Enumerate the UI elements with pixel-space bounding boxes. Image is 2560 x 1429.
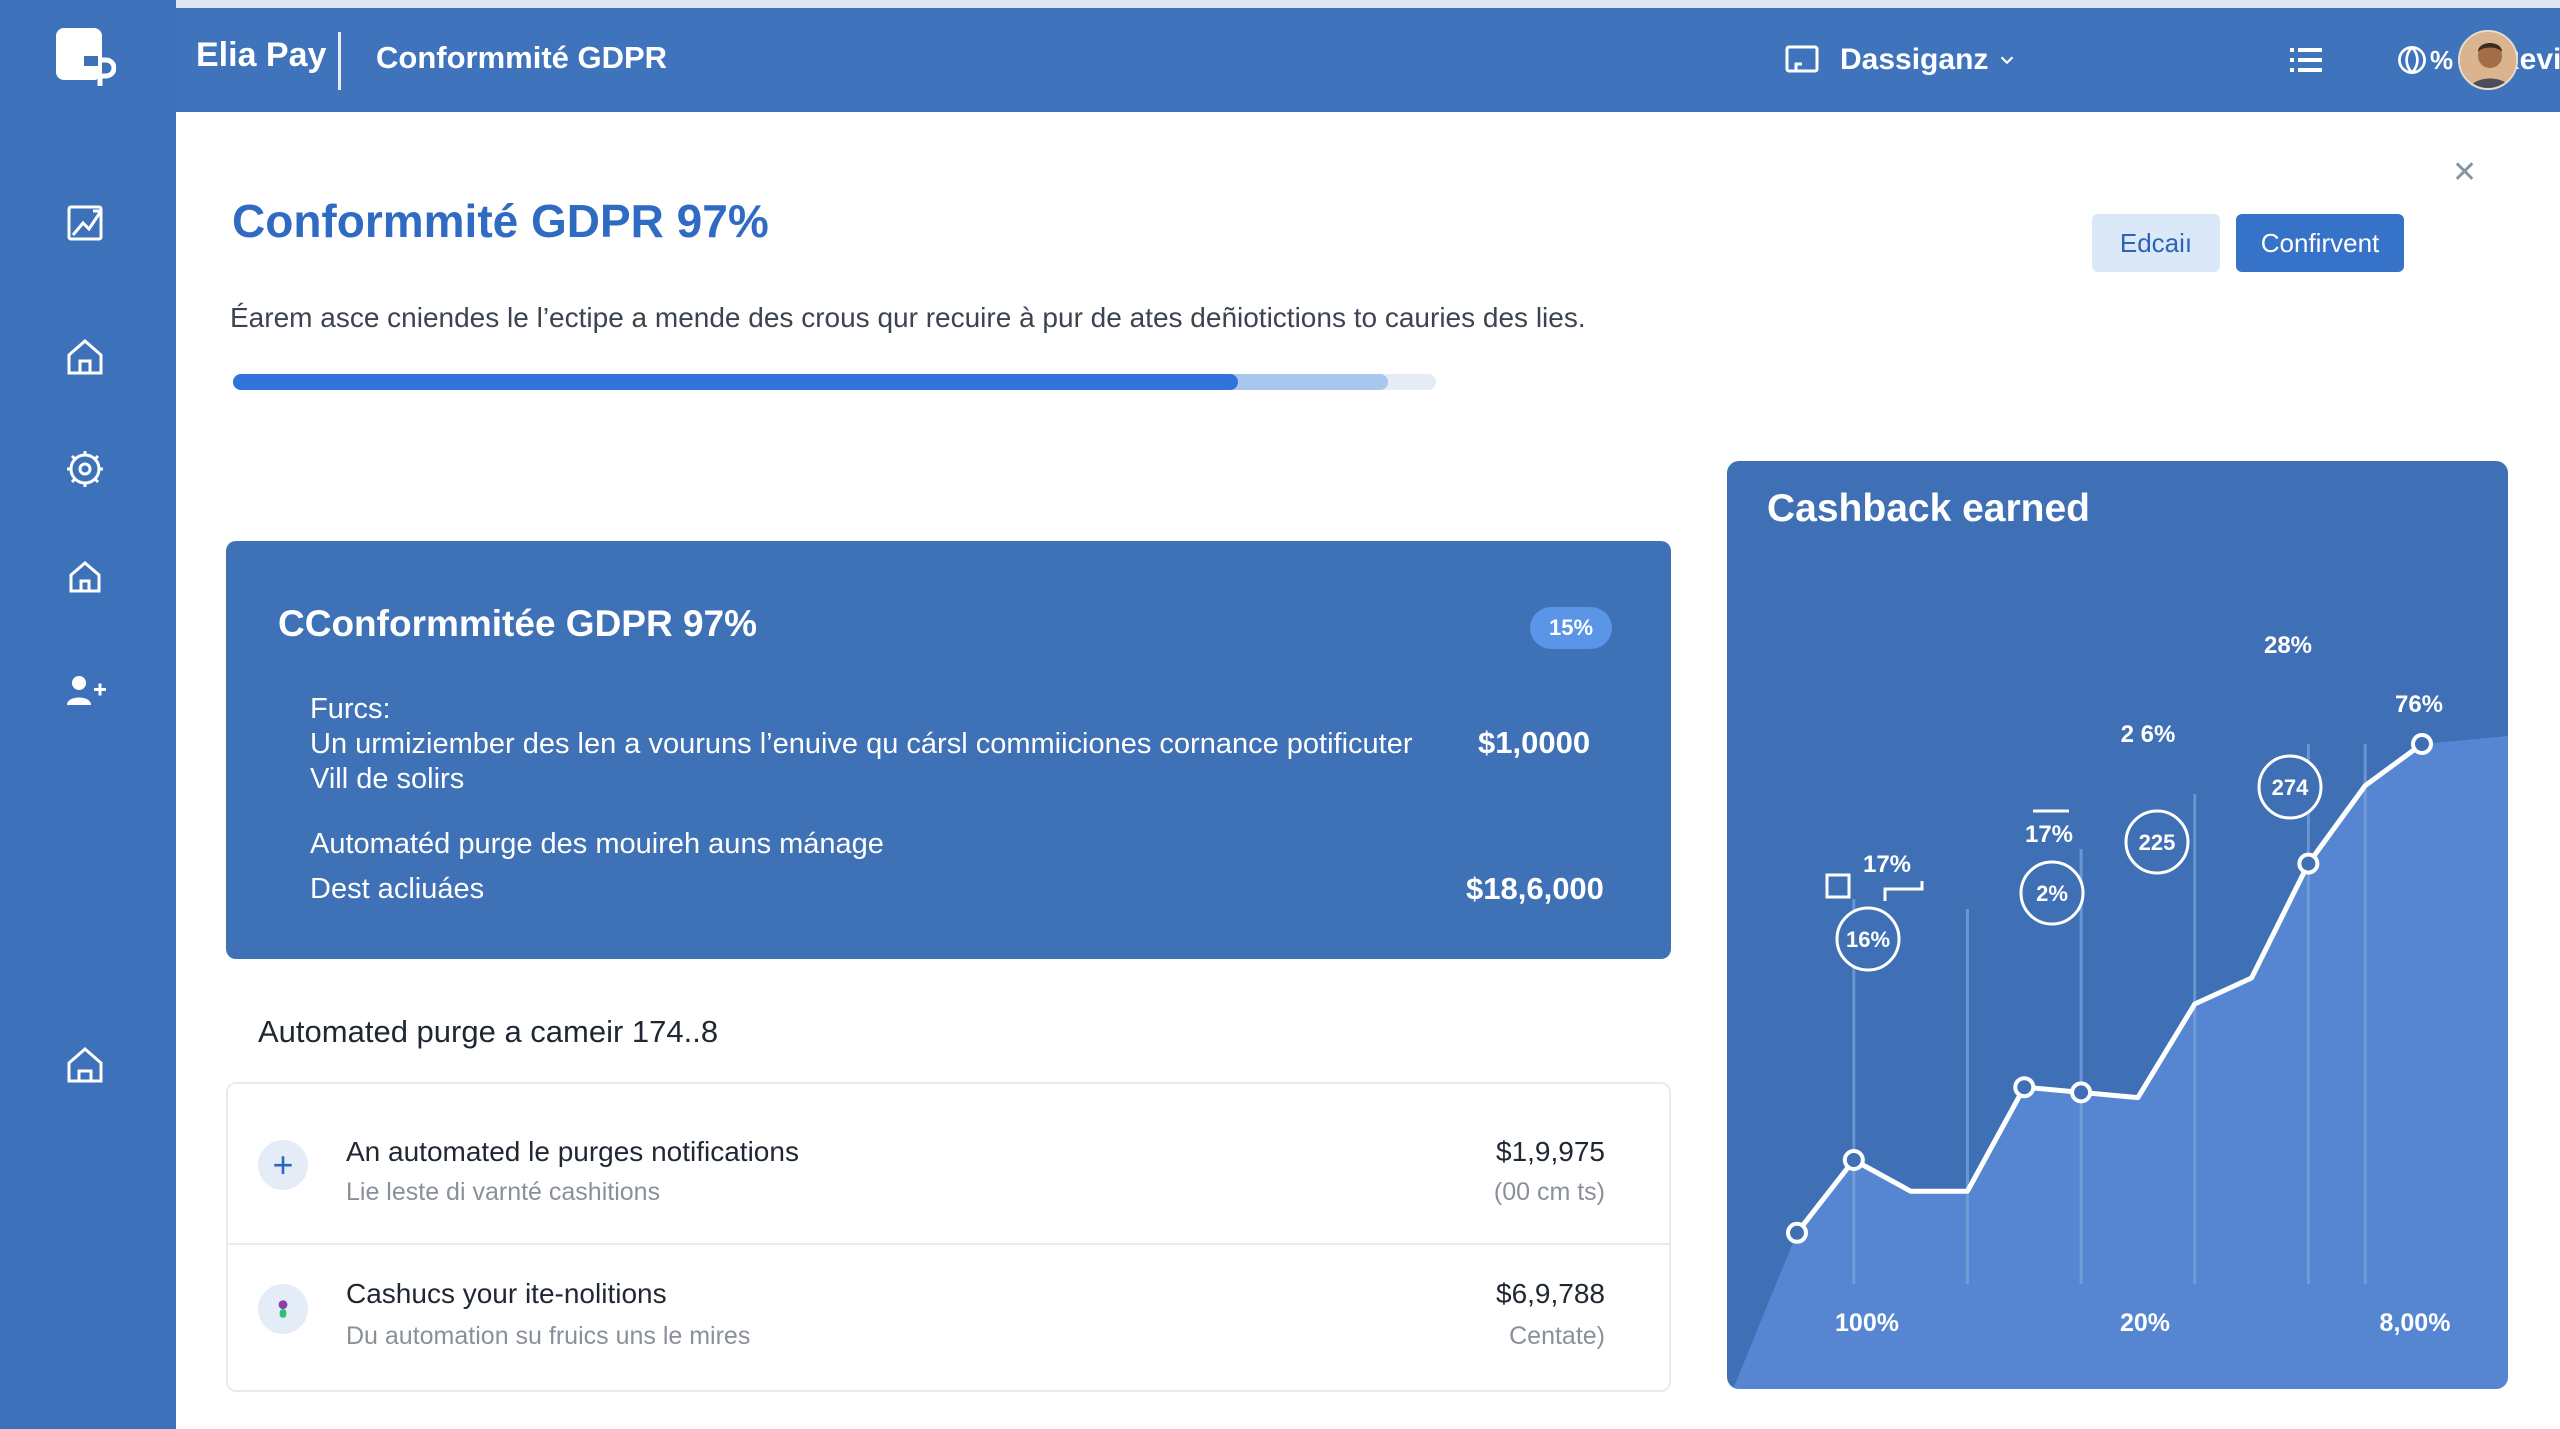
chart-bubble-label: 225 (2139, 830, 2176, 855)
chart-annotation: 76% (2395, 691, 2443, 718)
chart-point (1786, 1221, 1808, 1244)
chart-bubble (2257, 754, 2323, 820)
chart-annotation: 28% (2264, 632, 2312, 659)
chart-tick-label: 20% (2120, 1309, 2170, 1337)
cashback-chart: 16% 2% 225 274 17% 17% 2 6% 28% 76% 100% 20% 8,00% (1727, 632, 2508, 1389)
chart-line (1795, 741, 2424, 1235)
confirm-button[interactable]: Confirvent (2236, 214, 2404, 272)
page-description: Éarem asce cniendes le l’ectipe a mende … (230, 302, 1586, 333)
list-item-subtitle: Du automation su fruics uns le mires (346, 1322, 751, 1350)
section-title: Automated purge a cameir 174..8 (258, 1014, 719, 1049)
progress-fill (233, 374, 1238, 390)
cashback-chart-card: 16% 2% 225 274 17% 17% 2 6% 28% 76% 100% 20% 8,00% … (1727, 461, 2508, 1389)
chart-annotation: 17% (2025, 821, 2073, 848)
house-icon[interactable] (56, 548, 114, 606)
chart-marker-square (1825, 873, 1851, 899)
top-divider (338, 32, 341, 90)
compliance-progress (233, 374, 1436, 390)
compliance-panel: CConformmitée GDPR 97% 15% Furcs: Un urm… (226, 541, 1671, 959)
panel-line-1: Un urmiziember des len a vouruns l’enuiv… (310, 728, 1413, 760)
chart-tick-label: 8,00% (2380, 1309, 2451, 1337)
chevron-down-icon (2001, 56, 2014, 65)
top-strip (176, 0, 2560, 8)
panel-label: Furcs: (310, 693, 391, 725)
list-item-amount-sub: Centate) (1509, 1322, 1605, 1350)
chart-tick-label: 100% (1835, 1309, 1899, 1337)
list-icon (2290, 48, 2322, 72)
stats-button[interactable]: % (2394, 8, 2453, 112)
chart-bubble-label: 274 (2272, 775, 2309, 800)
panel-amount-2: $18,6,000 (1466, 871, 1604, 906)
chart-title: Cashback earned (1767, 487, 2090, 530)
chart-point (2070, 1081, 2093, 1104)
list-menu-button[interactable] (2286, 8, 2326, 112)
breadcrumb[interactable]: Conformmité GDPR (376, 40, 668, 75)
status-badge: 15% (1530, 607, 1612, 649)
notification-list: + An automated le purges notifications L… (226, 1082, 1671, 1392)
workspace-label: Dassiganz (1840, 43, 1989, 76)
brand-name[interactable]: Elia Pay (196, 36, 327, 74)
top-bar: Elia Pay Conformmité GDPR Dassiganz % Re… (176, 8, 2560, 112)
close-icon[interactable]: ✕ (2452, 156, 2478, 189)
chart-point (2411, 733, 2433, 755)
divider (228, 1243, 1669, 1245)
chart-bubble (2124, 809, 2190, 875)
chart-area (1727, 736, 2508, 1389)
list-item-amount: $6,9,788 (1496, 1278, 1605, 1309)
chart-bubble (1835, 906, 1901, 972)
home-bottom-icon[interactable] (56, 1036, 114, 1094)
chart-annotation: 2 6% (2121, 721, 2176, 748)
analytics-icon[interactable] (56, 194, 114, 252)
sidebar (0, 0, 176, 1429)
chart-bubble-label: 16% (1846, 927, 1890, 952)
dot-icon[interactable] (258, 1284, 308, 1334)
list-item-title: An automated le purges notifications (346, 1136, 799, 1167)
app-logo[interactable] (54, 26, 117, 88)
page-title: Conformmité GDPR 97% (232, 195, 769, 247)
avatar[interactable] (2458, 30, 2518, 90)
list-item-amount-sub: (00 cm ts) (1493, 1178, 1605, 1206)
chart-point (2297, 852, 2320, 875)
secondary-button[interactable]: Edcaiı (2092, 214, 2220, 272)
list-item-amount: $1,9,975 (1496, 1136, 1605, 1167)
panel-amount-1: $1,0000 (1478, 725, 1591, 760)
list-item[interactable]: + An automated le purges notifications L… (228, 1084, 1669, 1238)
list-item-title: Cashucs your ite-nolitions (346, 1278, 667, 1309)
add-user-icon[interactable] (56, 662, 114, 720)
chart-marker-bracket (1883, 881, 1924, 901)
settings-icon[interactable] (56, 440, 114, 498)
chart-bubble (2019, 860, 2085, 926)
panel-line-3: Automatéd purge des mouireh auns mánage (310, 828, 884, 860)
chart-annotation: 17% (1863, 851, 1911, 878)
panel-title: CConformmitée GDPR 97% (278, 603, 758, 644)
monitor-icon (1785, 45, 1819, 73)
workspace-switcher[interactable]: Dassiganz (1782, 8, 2018, 112)
chart-point (1842, 1149, 1865, 1171)
globe-icon (2398, 46, 2426, 74)
chart-bubble-label: 2% (2036, 881, 2068, 906)
stats-label: % (2430, 44, 2454, 75)
panel-line-2: Vill de solirs (310, 763, 465, 795)
panel-line-4: Dest acliuáes (310, 873, 485, 905)
home-icon[interactable] (56, 328, 114, 386)
list-item[interactable]: Cashucs your ite-nolitions Du automation… (228, 1240, 1669, 1394)
list-item-subtitle: Lie leste di varnté cashitions (346, 1178, 661, 1206)
chart-point (2013, 1076, 2036, 1099)
plus-icon[interactable]: + (258, 1140, 308, 1190)
